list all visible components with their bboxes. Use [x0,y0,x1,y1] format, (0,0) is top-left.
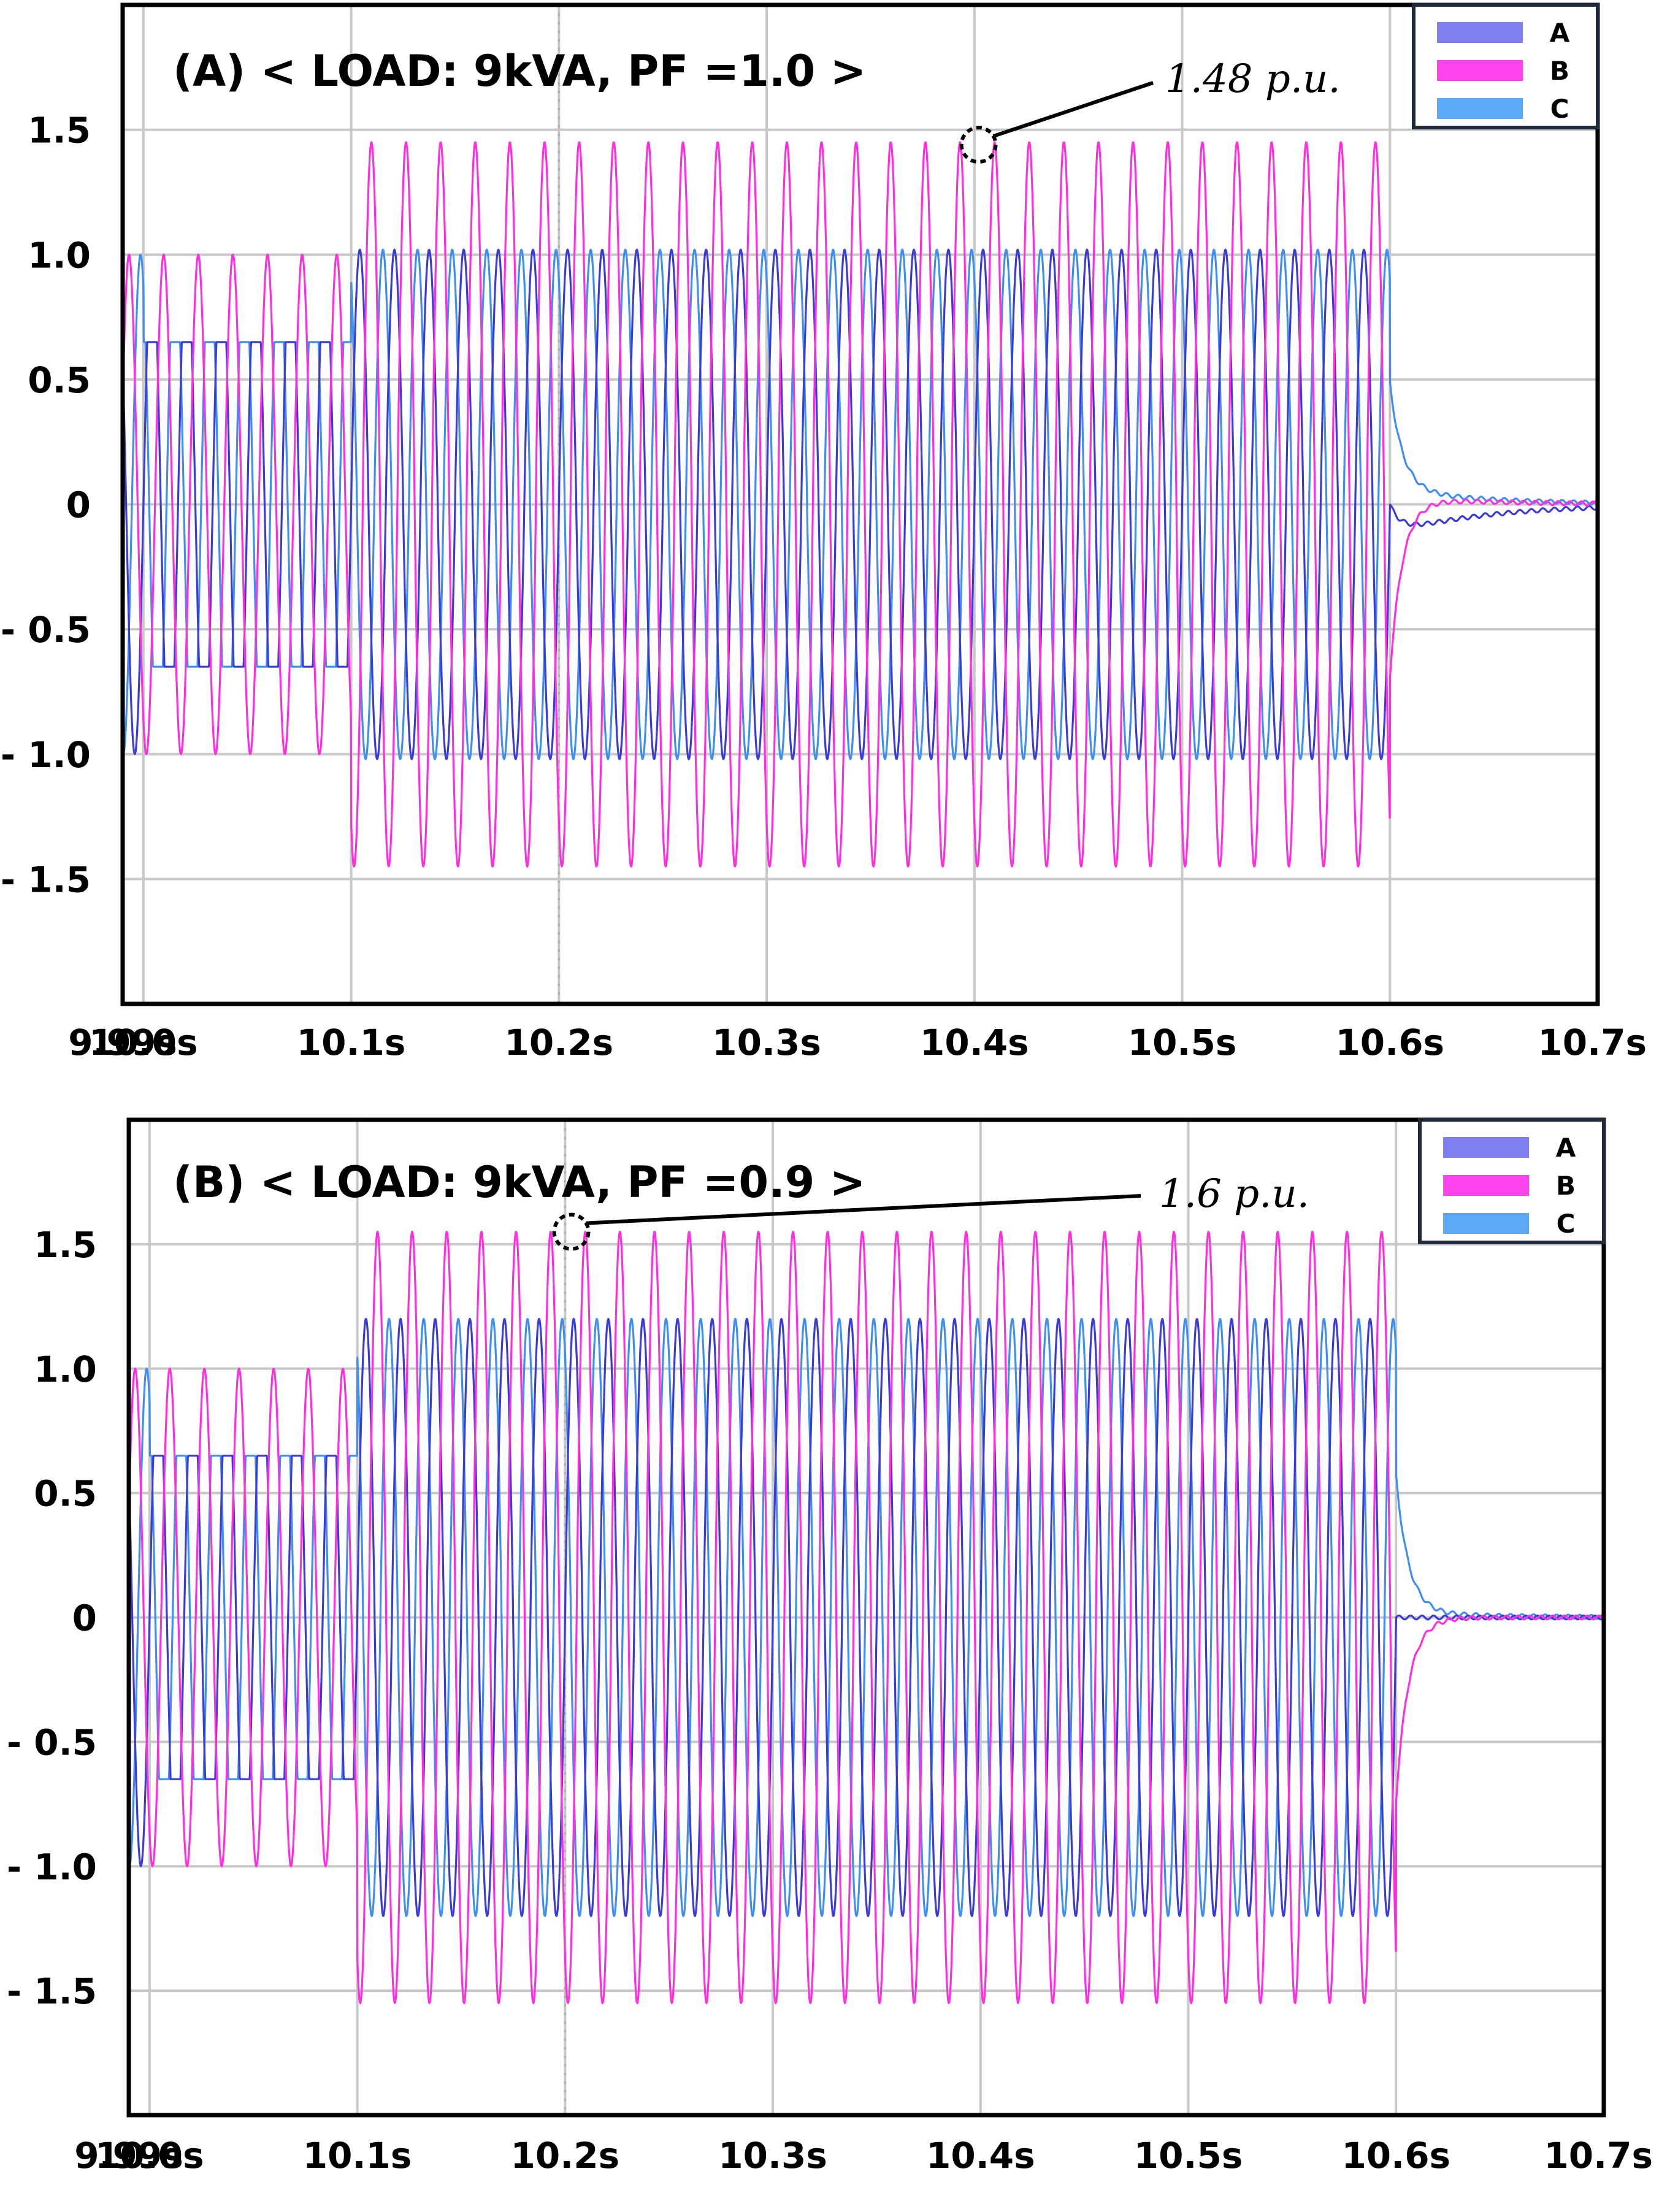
annotation-a: 1.48 p.u. [959,56,1341,164]
x-tick-label: 10.7s [1538,1022,1647,1063]
annotation-marker [959,126,998,164]
chart-panel-b: (B) < LOAD: 9kVA, PF =0.9 > 1.5 1.0 0.5 0 - … [7,1117,1653,2176]
x-tick-label: 10.1s [303,2135,412,2176]
x-tick-label: 10.4s [926,2135,1035,2176]
x-tick-label: 10.2s [511,2135,620,2176]
series-c-line [129,1318,1604,1917]
legend-swatch-b [1437,60,1523,81]
x-tick-label: 10.5s [1128,1022,1237,1063]
y-tick-label: 1.5 [28,110,91,151]
legend-label-b: B [1556,1171,1576,1201]
legend-swatch-c [1443,1213,1529,1234]
y-tick-label: 1.0 [34,1349,97,1390]
plot-frame-a [120,2,1600,1006]
legend-b: ABC [1418,1118,1606,1244]
annotation-label: 1.48 p.u. [1165,56,1341,102]
legend-a: ABC [1412,3,1599,129]
legend-swatch-b [1443,1175,1529,1196]
plot-frame-b [126,1117,1606,2118]
y-ticks-a: 1.5 1.0 0.5 0 - 0.5 - 1.0 - 1.5 [1,110,91,901]
legend-swatch-a [1443,1137,1529,1158]
series-b-line [129,1231,1604,2004]
x-tick-label: 10.5s [1134,2135,1243,2176]
x-tick-label: 10.0s [95,2135,204,2176]
x-tick-label: 9.99s [68,1022,177,1063]
legend-label-a: A [1550,18,1570,48]
x-tick-label: 9.99s [74,2135,183,2176]
annotation-leader-line [992,81,1154,138]
y-tick-label: - 1.5 [7,1970,97,2012]
series-group-a [123,141,1598,868]
legend-swatch-a [1437,22,1523,43]
x-tick-label: 10.2s [505,1022,614,1063]
legend-label-a: A [1556,1133,1576,1163]
annotation-label: 1.6 p.u. [1159,1171,1309,1217]
y-tick-label: 0.5 [28,359,91,401]
x-tick-label: 10.7s [1544,2135,1653,2176]
chart-title-b: (B) < LOAD: 9kVA, PF =0.9 > [173,1157,865,1207]
y-tick-label: - 1.0 [1,734,91,776]
x-tick-label: 10.0s [89,1022,198,1063]
legend-label-b: B [1550,56,1569,86]
y-tick-label: - 0.5 [1,609,91,651]
y-tick-label: - 1.0 [7,1846,97,1888]
x-tick-label: 10.3s [718,2135,827,2176]
x-tick-label: 10.1s [297,1022,406,1063]
y-ticks-b: 1.5 1.0 0.5 0 - 0.5 - 1.0 - 1.5 [7,1224,97,2012]
series-group-b [129,1231,1604,2004]
y-tick-label: - 1.5 [1,859,91,900]
x-tick-label: 10.6s [1341,2135,1450,2176]
legend-label-c: C [1550,94,1569,124]
x-tick-label: 10.3s [712,1022,821,1063]
annotation-marker [552,1212,591,1251]
grid-b [129,1120,1604,2115]
y-tick-label: 1.0 [28,234,91,276]
annotation-leader-line [586,1194,1141,1225]
chart-panel-a: (A) < LOAD: 9kVA, PF =1.0 > 1.5 1.0 0.5 0 - … [1,2,1647,1063]
x-tick-label: 10.4s [920,1022,1029,1063]
legend-label-c: C [1557,1209,1576,1239]
series-b-line [123,141,1598,868]
y-tick-label: 0 [72,1598,97,1639]
legend-swatch-c [1437,98,1523,119]
y-tick-label: 0.5 [34,1473,97,1515]
annotation-b: 1.6 p.u. [552,1171,1309,1251]
y-tick-label: 0 [66,484,91,526]
chart-title-a: (A) < LOAD: 9kVA, PF =1.0 > [173,46,866,96]
x-tick-label: 10.6s [1335,1022,1444,1063]
y-tick-label: - 0.5 [7,1721,97,1763]
y-tick-label: 1.5 [34,1224,97,1266]
series-c-line [123,248,1598,760]
